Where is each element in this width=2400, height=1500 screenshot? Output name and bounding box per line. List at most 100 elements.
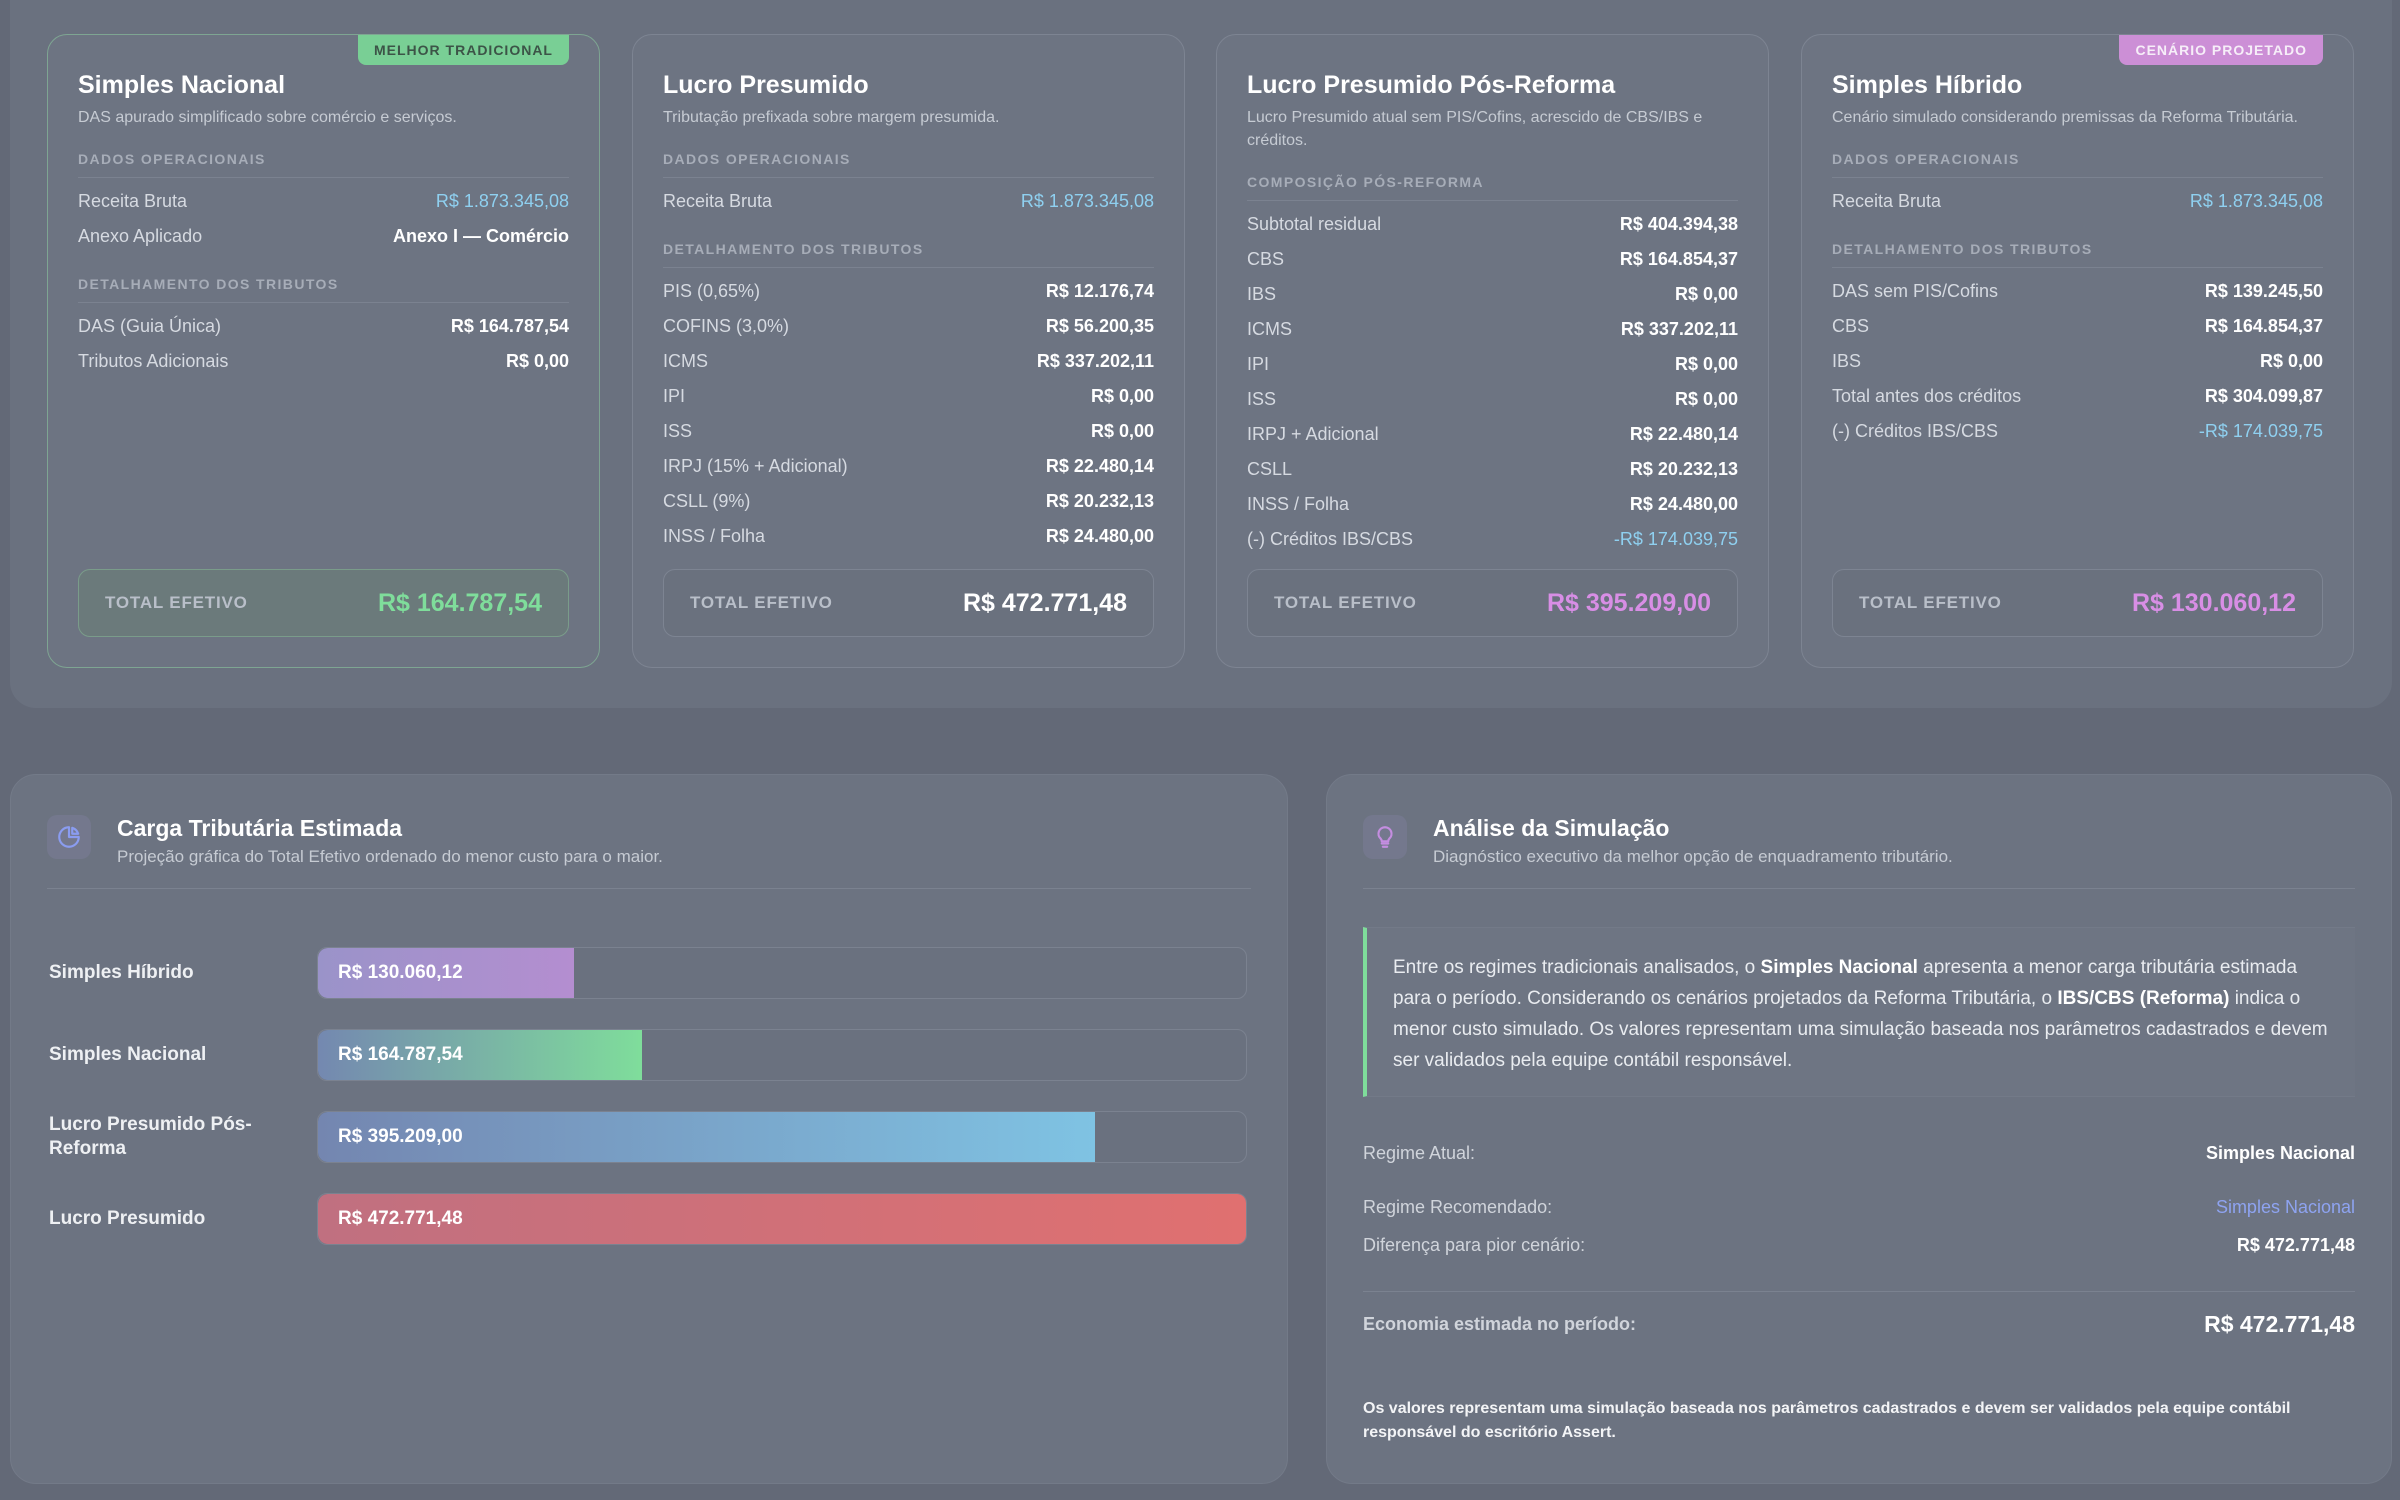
info-value: Simples Nacional	[2205, 1143, 2355, 1163]
row-label: Receita Bruta	[78, 191, 188, 211]
row-value: R$ 56.200,35	[1045, 316, 1154, 336]
row-label: Receita Bruta	[1832, 191, 1942, 211]
total-label: TOTAL EFETIVO	[1859, 593, 2002, 612]
row-value: R$ 164.854,37	[1619, 249, 1738, 269]
recommended-regime-row: Regime Recomendado: Simples Nacional	[1363, 1197, 2355, 1218]
bar-category-label: Lucro Presumido	[49, 1208, 206, 1229]
row-label: ISS	[663, 421, 693, 441]
row-value: R$ 304.099,87	[2204, 386, 2323, 406]
bar-value-label: R$ 164.787,54	[338, 1044, 463, 1065]
total-label: TOTAL EFETIVO	[690, 593, 833, 612]
row-label: (-) Créditos IBS/CBS	[1247, 529, 1414, 549]
row-value: R$ 24.480,00	[1629, 494, 1738, 514]
card-subtitle: DAS apurado simplificado sobre comércio …	[78, 109, 457, 126]
card-title: Lucro Presumido	[663, 71, 869, 99]
row-label: PIS (0,65%)	[663, 281, 761, 301]
section-label: DETALHAMENTO DOS TRIBUTOS	[663, 241, 1154, 268]
data-row: IBS R$ 0,00	[1247, 277, 1738, 312]
section-label: DETALHAMENTO DOS TRIBUTOS	[1832, 241, 2323, 268]
row-value: R$ 0,00	[1674, 284, 1738, 304]
bar: R$ 164.787,54	[318, 1030, 642, 1080]
row-label: INSS / Folha	[1247, 494, 1350, 514]
bar-category-label: Simples Híbrido	[49, 962, 194, 983]
summary-highlight: IBS/CBS (Reforma)	[2057, 988, 2230, 1009]
data-row: Receita Bruta R$ 1.873.345,08	[1832, 184, 2323, 219]
summary-text: Entre os regimes tradicionais analisados…	[1393, 957, 1761, 978]
tax-burden-chart-panel: Carga Tributária Estimada Projeção gráfi…	[10, 774, 1288, 1484]
row-label: CBS	[1832, 316, 1870, 336]
data-row: CSLL R$ 20.232,13	[1247, 452, 1738, 487]
projected-scenario-badge: CENÁRIO PROJETADO	[2119, 35, 2323, 65]
simulation-analysis-panel: Análise da Simulação Diagnóstico executi…	[1326, 774, 2392, 1484]
panel-header: Carga Tributária Estimada Projeção gráfi…	[47, 811, 1251, 889]
data-row: INSS / Folha R$ 24.480,00	[1247, 487, 1738, 522]
data-row: ISS R$ 0,00	[1247, 382, 1738, 417]
bar: R$ 395.209,00	[318, 1112, 1095, 1162]
total-value: R$ 164.787,54	[377, 588, 542, 617]
row-label: IPI	[1247, 354, 1270, 374]
bar-row: Lucro Presumido Pós-Reforma R$ 395.209,00	[49, 1111, 1259, 1163]
card-simples-nacional: MELHOR TRADICIONAL Simples Nacional DAS …	[47, 34, 600, 668]
recommended-regime-link[interactable]: Simples Nacional	[2215, 1197, 2355, 1217]
best-traditional-badge: MELHOR TRADICIONAL	[358, 35, 569, 65]
row-value: R$ 22.480,14	[1629, 424, 1738, 444]
panel-subtitle: Diagnóstico executivo da melhor opção de…	[1433, 847, 1953, 866]
bar: R$ 472.771,48	[318, 1194, 1246, 1244]
card-lucro-presumido: Lucro Presumido Tributação prefixada sob…	[632, 34, 1185, 668]
total-box: TOTAL EFETIVO R$ 472.771,48	[663, 569, 1154, 637]
row-label: IRPJ + Adicional	[1247, 424, 1379, 444]
panel-header: Análise da Simulação Diagnóstico executi…	[1363, 811, 2355, 889]
section-label: COMPOSIÇÃO PÓS-REFORMA	[1247, 174, 1738, 201]
bar-end-marker	[638, 1030, 642, 1080]
section-label: DADOS OPERACIONAIS	[1832, 151, 2323, 178]
row-value: R$ 0,00	[505, 351, 569, 371]
row-label: Subtotal residual	[1247, 214, 1382, 234]
bar-track: R$ 472.771,48	[317, 1193, 1247, 1245]
row-value: R$ 337.202,11	[1036, 351, 1154, 371]
pie-chart-icon	[47, 815, 91, 859]
row-value: R$ 0,00	[1090, 421, 1154, 441]
bar-end-marker	[570, 948, 574, 998]
row-label: Receita Bruta	[663, 191, 773, 211]
row-value: R$ 139.245,50	[2204, 281, 2323, 301]
bar-track: R$ 130.060,12	[317, 947, 1247, 999]
card-subtitle: Tributação prefixada sobre margem presum…	[663, 109, 1000, 126]
data-row: PIS (0,65%) R$ 12.176,74	[663, 274, 1154, 309]
total-value: R$ 472.771,48	[962, 588, 1127, 617]
panel-title: Carga Tributária Estimada	[117, 815, 403, 841]
row-value: -R$ 174.039,75	[1613, 529, 1738, 549]
row-label: IBS	[1247, 284, 1277, 304]
data-row: Subtotal residual R$ 404.394,38	[1247, 207, 1738, 242]
data-row: INSS / Folha R$ 24.480,00	[663, 519, 1154, 554]
row-label: IPI	[663, 386, 686, 406]
bar-end-marker	[1091, 1112, 1095, 1162]
row-label: CBS	[1247, 249, 1285, 269]
row-value: R$ 0,00	[1674, 389, 1738, 409]
data-row: IBS R$ 0,00	[1832, 344, 2323, 379]
bar-track: R$ 164.787,54	[317, 1029, 1247, 1081]
data-row: (-) Créditos IBS/CBS -R$ 174.039,75	[1832, 414, 2323, 449]
card-title: Lucro Presumido Pós-Reforma	[1247, 71, 1616, 99]
row-value: R$ 1.873.345,08	[2189, 191, 2323, 211]
row-label: (-) Créditos IBS/CBS	[1832, 421, 1999, 441]
row-value: R$ 20.232,13	[1045, 491, 1154, 511]
section-label: DADOS OPERACIONAIS	[663, 151, 1154, 178]
total-box: TOTAL EFETIVO R$ 164.787,54	[78, 569, 569, 637]
row-label: IRPJ (15% + Adicional)	[663, 456, 848, 476]
bar-row: Lucro Presumido R$ 472.771,48	[49, 1193, 1259, 1245]
panel-subtitle: Projeção gráfica do Total Efetivo ordena…	[117, 847, 663, 866]
bar-category-label: Lucro Presumido Pós-Reforma	[49, 1114, 252, 1159]
row-label: INSS / Folha	[663, 526, 766, 546]
bar-track: R$ 395.209,00	[317, 1111, 1247, 1163]
row-label: Total antes dos créditos	[1832, 386, 2022, 406]
bar-category-label: Simples Nacional	[49, 1044, 207, 1065]
row-label: COFINS (3,0%)	[663, 316, 790, 336]
info-label: Diferença para pior cenário:	[1363, 1235, 1586, 1255]
row-label: ISS	[1247, 389, 1277, 409]
row-label: CSLL (9%)	[663, 491, 751, 511]
row-value: R$ 164.854,37	[2204, 316, 2323, 336]
row-value: R$ 164.787,54	[450, 316, 569, 336]
row-label: ICMS	[1247, 319, 1292, 339]
bar-value-label: R$ 395.209,00	[338, 1126, 463, 1147]
savings-value: R$ 472.771,48	[2204, 1311, 2355, 1337]
